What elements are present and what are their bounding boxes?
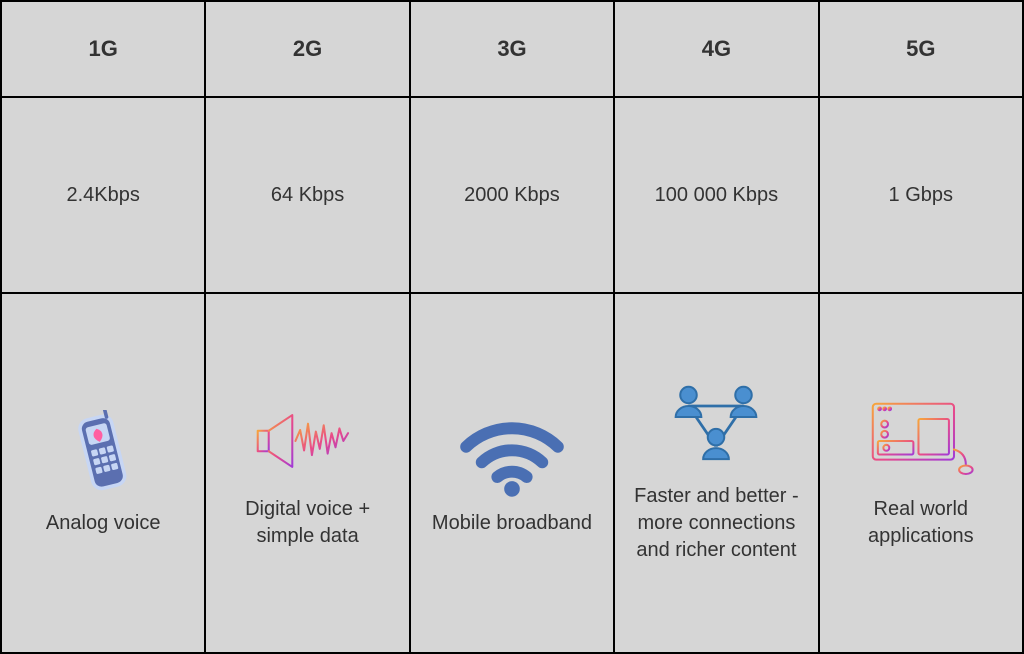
header-5g: 5G <box>819 1 1023 97</box>
speed-value: 100 000 Kbps <box>655 184 778 207</box>
speaker-wave-icon <box>253 396 363 486</box>
speed-1g: 2.4Kbps <box>1 97 205 293</box>
desc-2g: Digital voice + simple data <box>205 293 409 653</box>
phone-icon <box>48 410 158 500</box>
header-label: 3G <box>497 36 526 62</box>
generations-table: 1G 2G 3G 4G 5G 2.4Kbps 64 Kbps 2000 Kbps… <box>0 0 1024 654</box>
speed-value: 64 Kbps <box>271 184 344 207</box>
header-1g: 1G <box>1 1 205 97</box>
header-3g: 3G <box>410 1 614 97</box>
header-label: 4G <box>702 36 731 62</box>
desc-4g: Faster and better - more connections and… <box>614 293 818 653</box>
desc-label: Analog voice <box>46 510 161 537</box>
header-2g: 2G <box>205 1 409 97</box>
header-label: 1G <box>89 36 118 62</box>
desc-label: Real world applications <box>830 496 1012 550</box>
speed-2g: 64 Kbps <box>205 97 409 293</box>
speed-5g: 1 Gbps <box>819 97 1023 293</box>
monitor-app-icon <box>866 396 976 486</box>
desc-label: Faster and better - more connections and… <box>625 483 807 564</box>
speed-3g: 2000 Kbps <box>410 97 614 293</box>
desc-1g: Analog voice <box>1 293 205 653</box>
header-4g: 4G <box>614 1 818 97</box>
wifi-icon <box>457 410 567 500</box>
desc-3g: Mobile broadband <box>410 293 614 653</box>
desc-label: Digital voice + simple data <box>216 496 398 550</box>
desc-5g: Real world applications <box>819 293 1023 653</box>
desc-label: Mobile broadband <box>432 510 592 537</box>
speed-value: 1 Gbps <box>889 184 953 207</box>
speed-value: 2000 Kbps <box>464 184 560 207</box>
header-label: 5G <box>906 36 935 62</box>
speed-value: 2.4Kbps <box>67 184 140 207</box>
header-label: 2G <box>293 36 322 62</box>
speed-4g: 100 000 Kbps <box>614 97 818 293</box>
people-network-icon <box>661 383 771 473</box>
